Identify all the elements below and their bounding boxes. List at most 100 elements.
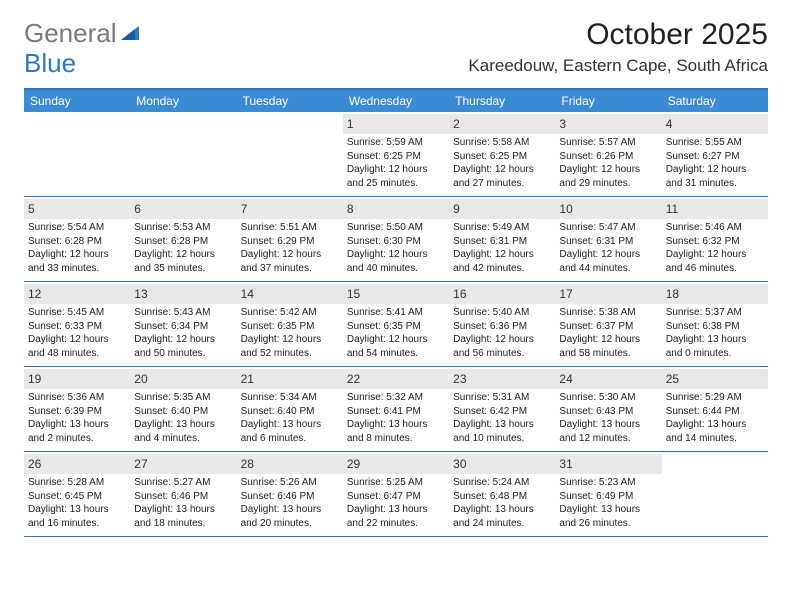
calendar-cell: 7Sunrise: 5:51 AMSunset: 6:29 PMDaylight… (237, 197, 343, 281)
daylight-text: Daylight: 12 hours and 50 minutes. (134, 333, 232, 360)
calendar-cell: 19Sunrise: 5:36 AMSunset: 6:39 PMDayligh… (24, 367, 130, 451)
sunset-text: Sunset: 6:28 PM (28, 235, 126, 249)
daynum-band: 26 (24, 454, 130, 474)
cell-body: Sunrise: 5:25 AMSunset: 6:47 PMDaylight:… (347, 476, 445, 530)
day-number: 15 (347, 287, 360, 301)
calendar-cell: 21Sunrise: 5:34 AMSunset: 6:40 PMDayligh… (237, 367, 343, 451)
day-number: 9 (453, 202, 460, 216)
calendar-cell: 6Sunrise: 5:53 AMSunset: 6:28 PMDaylight… (130, 197, 236, 281)
calendar-cell: 28Sunrise: 5:26 AMSunset: 6:46 PMDayligh… (237, 452, 343, 536)
cell-body: Sunrise: 5:51 AMSunset: 6:29 PMDaylight:… (241, 221, 339, 275)
calendar-cell: 12Sunrise: 5:45 AMSunset: 6:33 PMDayligh… (24, 282, 130, 366)
sunset-text: Sunset: 6:28 PM (134, 235, 232, 249)
daynum-band: 29 (343, 454, 449, 474)
calendar-cell: 15Sunrise: 5:41 AMSunset: 6:35 PMDayligh… (343, 282, 449, 366)
daynum-band: 30 (449, 454, 555, 474)
daynum-band: 8 (343, 199, 449, 219)
cell-body: Sunrise: 5:57 AMSunset: 6:26 PMDaylight:… (559, 136, 657, 190)
day-header-row: SundayMondayTuesdayWednesdayThursdayFrid… (24, 90, 768, 112)
sunset-text: Sunset: 6:37 PM (559, 320, 657, 334)
sunrise-text: Sunrise: 5:49 AM (453, 221, 551, 235)
calendar-cell: 9Sunrise: 5:49 AMSunset: 6:31 PMDaylight… (449, 197, 555, 281)
calendar-cell (237, 112, 343, 196)
sunset-text: Sunset: 6:39 PM (28, 405, 126, 419)
sunrise-text: Sunrise: 5:58 AM (453, 136, 551, 150)
sunset-text: Sunset: 6:48 PM (453, 490, 551, 504)
calendar-cell: 5Sunrise: 5:54 AMSunset: 6:28 PMDaylight… (24, 197, 130, 281)
day-number: 18 (666, 287, 679, 301)
daynum-band: 24 (555, 369, 661, 389)
daynum-band: 14 (237, 284, 343, 304)
cell-body: Sunrise: 5:23 AMSunset: 6:49 PMDaylight:… (559, 476, 657, 530)
sunset-text: Sunset: 6:32 PM (666, 235, 764, 249)
day-number: 22 (347, 372, 360, 386)
cell-body: Sunrise: 5:35 AMSunset: 6:40 PMDaylight:… (134, 391, 232, 445)
cell-body: Sunrise: 5:47 AMSunset: 6:31 PMDaylight:… (559, 221, 657, 275)
daylight-text: Daylight: 12 hours and 25 minutes. (347, 163, 445, 190)
sunrise-text: Sunrise: 5:24 AM (453, 476, 551, 490)
cell-body: Sunrise: 5:46 AMSunset: 6:32 PMDaylight:… (666, 221, 764, 275)
sunrise-text: Sunrise: 5:43 AM (134, 306, 232, 320)
daynum-band: 27 (130, 454, 236, 474)
sunset-text: Sunset: 6:46 PM (241, 490, 339, 504)
daynum-band: 10 (555, 199, 661, 219)
daylight-text: Daylight: 13 hours and 24 minutes. (453, 503, 551, 530)
daynum-band: 22 (343, 369, 449, 389)
cell-body: Sunrise: 5:45 AMSunset: 6:33 PMDaylight:… (28, 306, 126, 360)
sunrise-text: Sunrise: 5:35 AM (134, 391, 232, 405)
sunrise-text: Sunrise: 5:30 AM (559, 391, 657, 405)
sunrise-text: Sunrise: 5:54 AM (28, 221, 126, 235)
day-number: 24 (559, 372, 572, 386)
sunset-text: Sunset: 6:31 PM (559, 235, 657, 249)
daylight-text: Daylight: 12 hours and 27 minutes. (453, 163, 551, 190)
calendar-cell: 30 Sunrise: 5:24 AMSunset: 6:48 PMDayligh… (449, 452, 555, 536)
sunset-text: Sunset: 6:46 PM (134, 490, 232, 504)
daynum-band: 12 (24, 284, 130, 304)
sunset-text: Sunset: 6:47 PM (347, 490, 445, 504)
cell-body: Sunrise: 5:38 AMSunset: 6:37 PMDaylight:… (559, 306, 657, 360)
calendar-cell (130, 112, 236, 196)
sunset-text: Sunset: 6:40 PM (134, 405, 232, 419)
sunset-text: Sunset: 6:36 PM (453, 320, 551, 334)
day-number: 4 (666, 117, 673, 131)
sunrise-text: Sunrise: 5:55 AM (666, 136, 764, 150)
cell-body: Sunrise: 5:27 AMSunset: 6:46 PMDaylight:… (134, 476, 232, 530)
sunset-text: Sunset: 6:25 PM (453, 150, 551, 164)
sunset-text: Sunset: 6:35 PM (347, 320, 445, 334)
cell-body: Sunrise: 5:30 AMSunset: 6:43 PMDaylight:… (559, 391, 657, 445)
calendar-cell: 20Sunrise: 5:35 AMSunset: 6:40 PMDayligh… (130, 367, 236, 451)
daynum-band: 7 (237, 199, 343, 219)
cell-body: Sunrise: 5:50 AMSunset: 6:30 PMDaylight:… (347, 221, 445, 275)
calendar-cell: 2Sunrise: 5:58 AMSunset: 6:25 PMDaylight… (449, 112, 555, 196)
calendar-cell: 25Sunrise: 5:29 AMSunset: 6:44 PMDayligh… (662, 367, 768, 451)
daynum-band: 28 (237, 454, 343, 474)
daynum-band: 17 (555, 284, 661, 304)
sunrise-text: Sunrise: 5:51 AM (241, 221, 339, 235)
cell-body: Sunrise: 5:29 AMSunset: 6:44 PMDaylight:… (666, 391, 764, 445)
day-number: 13 (134, 287, 147, 301)
day-header-cell: Wednesday (343, 90, 449, 112)
calendar-cell: 4Sunrise: 5:55 AMSunset: 6:27 PMDaylight… (662, 112, 768, 196)
week-row: 12Sunrise: 5:45 AMSunset: 6:33 PMDayligh… (24, 282, 768, 367)
cell-body: Sunrise: 5:59 AMSunset: 6:25 PMDaylight:… (347, 136, 445, 190)
sunrise-text: Sunrise: 5:28 AM (28, 476, 126, 490)
calendar-cell: 31Sunrise: 5:23 AMSunset: 6:49 PMDayligh… (555, 452, 661, 536)
daynum-band: 16 (449, 284, 555, 304)
calendar: SundayMondayTuesdayWednesdayThursdayFrid… (24, 88, 768, 537)
daylight-text: Daylight: 13 hours and 0 minutes. (666, 333, 764, 360)
week-row: 26Sunrise: 5:28 AMSunset: 6:45 PMDayligh… (24, 452, 768, 537)
logo-sail-icon (121, 24, 143, 42)
day-header-cell: Saturday (662, 90, 768, 112)
calendar-cell: 29Sunrise: 5:25 AMSunset: 6:47 PMDayligh… (343, 452, 449, 536)
cell-body: Sunrise: 5:58 AMSunset: 6:25 PMDaylight:… (453, 136, 551, 190)
day-number: 16 (453, 287, 466, 301)
sunrise-text: Sunrise: 5:47 AM (559, 221, 657, 235)
day-header-cell: Tuesday (237, 90, 343, 112)
daylight-text: Daylight: 12 hours and 37 minutes. (241, 248, 339, 275)
header: General October 2025 Kareedouw, Eastern … (0, 0, 792, 80)
sunset-text: Sunset: 6:43 PM (559, 405, 657, 419)
daynum-band: 5 (24, 199, 130, 219)
cell-body: Sunrise: 5:54 AMSunset: 6:28 PMDaylight:… (28, 221, 126, 275)
calendar-cell: 3Sunrise: 5:57 AMSunset: 6:26 PMDaylight… (555, 112, 661, 196)
daynum-band: 21 (237, 369, 343, 389)
